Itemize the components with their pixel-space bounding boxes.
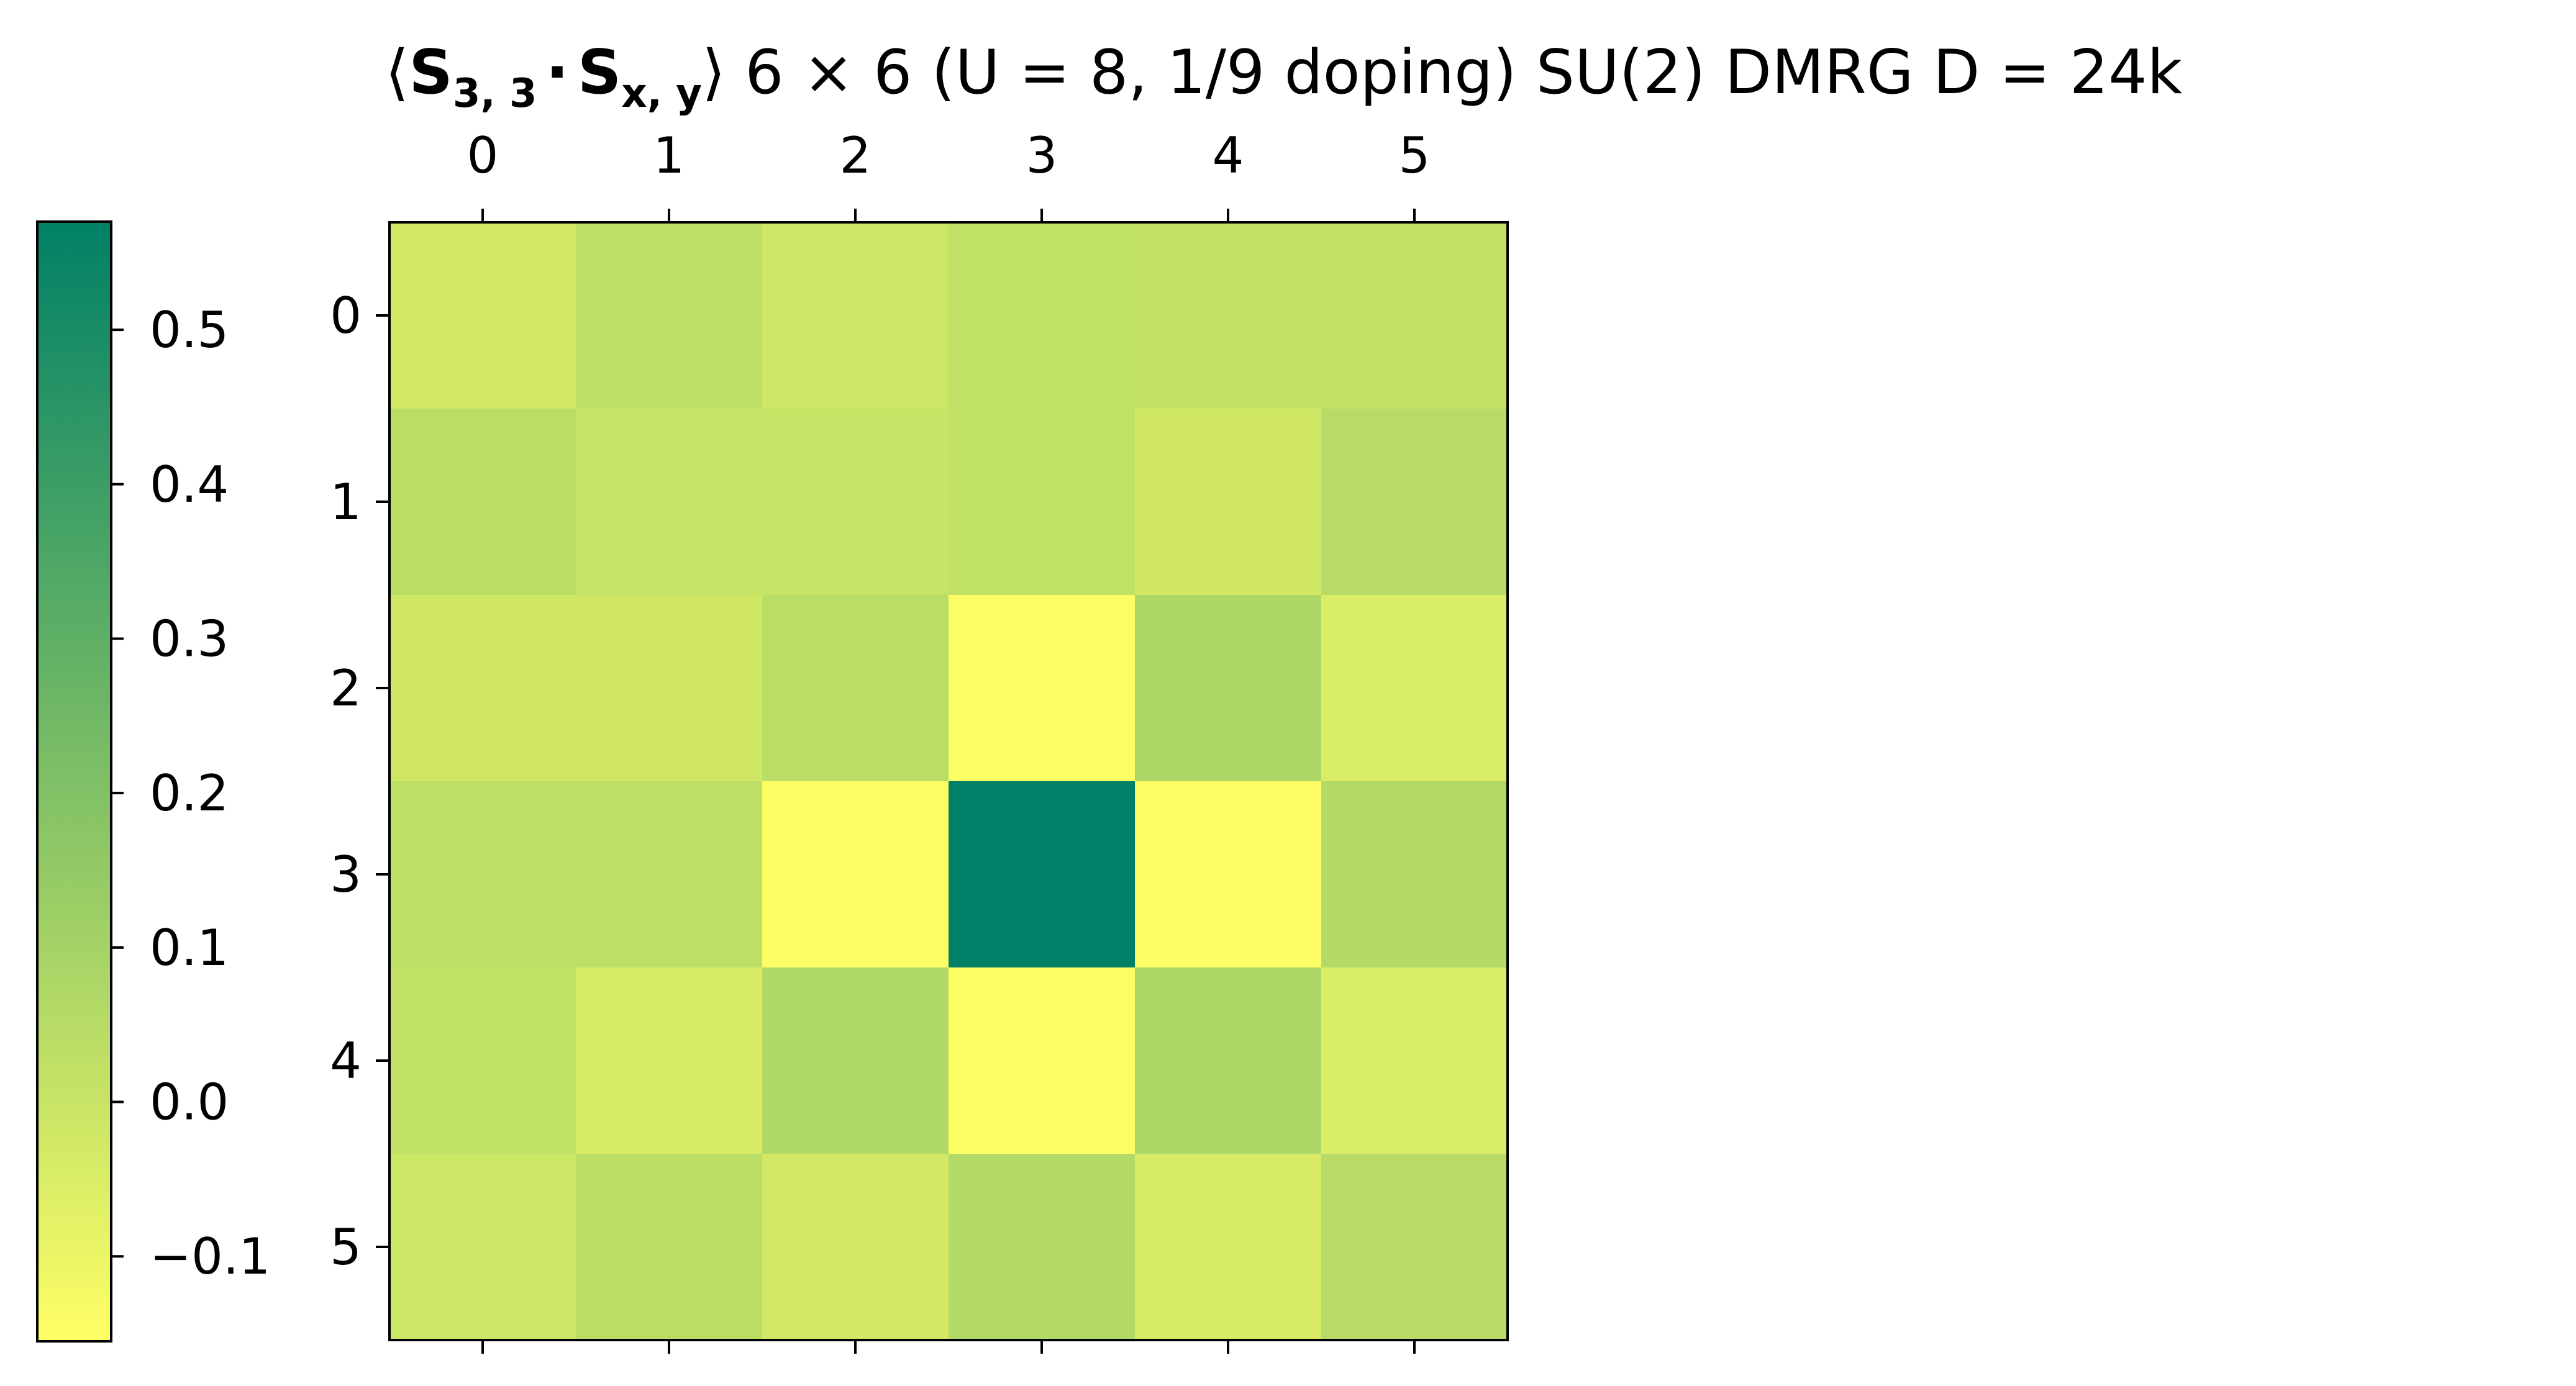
heatmap-axes: 0 1 2 3 4 5 0 1 2 3 4 5 bbox=[330, 127, 1509, 1354]
colorbar: 0.5 0.4 0.3 0.2 0.1 0.0 −0.1 bbox=[36, 220, 270, 1343]
heatmap-cell-2-0 bbox=[389, 595, 576, 782]
heatmap-cell-1-4 bbox=[1135, 409, 1322, 596]
y-tick-label-5: 5 bbox=[330, 1218, 362, 1276]
heatmap-cell-4-5 bbox=[1321, 967, 1508, 1154]
colorbar-tick-label-5: 0.0 bbox=[150, 1074, 229, 1131]
heatmap-frame bbox=[388, 221, 1509, 1341]
title-op2-sub: x, y bbox=[621, 71, 702, 117]
heatmap-cell-1-0 bbox=[389, 409, 576, 596]
colorbar-tick-label-3: 0.2 bbox=[150, 764, 229, 822]
heatmap-cell-4-1 bbox=[576, 967, 763, 1154]
chart-title: ⟨S3, 3 · Sx, y⟩ 6 × 6 (U = 8, 1/9 doping) … bbox=[385, 37, 2182, 117]
heatmap-cell-0-0 bbox=[389, 222, 576, 409]
heatmap-cell-4-0 bbox=[389, 967, 576, 1154]
heatmap-cell-2-2 bbox=[762, 595, 949, 782]
y-tick-label-2: 2 bbox=[330, 659, 362, 717]
heatmap-cell-3-5 bbox=[1321, 781, 1508, 968]
colorbar-tick-label-1: 0.4 bbox=[150, 456, 229, 514]
colorbar-tick-label-0: 0.5 bbox=[150, 301, 229, 359]
x-tick-label-5: 5 bbox=[1399, 127, 1431, 184]
x-tick-label-0: 0 bbox=[467, 127, 499, 184]
heatmap-cell-5-0 bbox=[389, 1154, 576, 1341]
heatmap-cell-2-3 bbox=[949, 595, 1136, 782]
y-tick-label-3: 3 bbox=[330, 846, 362, 904]
colorbar-tick-label-2: 0.3 bbox=[150, 610, 229, 668]
heatmap-grid bbox=[389, 222, 1508, 1341]
title-op2: S bbox=[578, 37, 622, 108]
heatmap-cell-4-4 bbox=[1135, 967, 1322, 1154]
colorbar-tick-label-4: 0.1 bbox=[150, 919, 229, 977]
x-tick-label-2: 2 bbox=[840, 127, 872, 184]
heatmap-cell-2-1 bbox=[576, 595, 763, 782]
heatmap-cell-3-2 bbox=[762, 781, 949, 968]
heatmap-cell-0-5 bbox=[1321, 222, 1508, 409]
heatmap-cell-3-0 bbox=[389, 781, 576, 968]
heatmap-cell-3-1 bbox=[576, 781, 763, 968]
heatmap-cell-1-2 bbox=[762, 409, 949, 596]
y-tick-label-0: 0 bbox=[330, 287, 362, 345]
heatmap-cell-5-5 bbox=[1321, 1154, 1508, 1341]
heatmap-cell-3-3 bbox=[949, 781, 1136, 968]
x-tick-label-1: 1 bbox=[653, 127, 685, 184]
title-op1-sub: 3, 3 bbox=[453, 71, 537, 117]
x-tick-label-3: 3 bbox=[1026, 127, 1058, 184]
heatmap-cell-0-1 bbox=[576, 222, 763, 409]
title-rest: 6 × 6 (U = 8, 1/9 doping) SU(2) DMRG D =… bbox=[726, 37, 2182, 108]
heatmap-cell-5-2 bbox=[762, 1154, 949, 1341]
heatmap-cell-1-5 bbox=[1321, 409, 1508, 596]
heatmap-cell-4-3 bbox=[949, 967, 1136, 1154]
y-tick-label-4: 4 bbox=[330, 1032, 362, 1090]
heatmap-cell-2-4 bbox=[1135, 595, 1322, 782]
heatmap-cell-4-2 bbox=[762, 967, 949, 1154]
heatmap-cell-1-1 bbox=[576, 409, 763, 596]
heatmap-cell-2-5 bbox=[1321, 595, 1508, 782]
heatmap-cell-0-2 bbox=[762, 222, 949, 409]
title-bracket-close: ⟩ bbox=[702, 37, 726, 108]
heatmap-cell-3-4 bbox=[1135, 781, 1322, 968]
y-tick-label-1: 1 bbox=[330, 473, 362, 531]
heatmap-cell-5-1 bbox=[576, 1154, 763, 1341]
heatmap-cell-5-3 bbox=[949, 1154, 1136, 1341]
heatmap-cell-0-4 bbox=[1135, 222, 1322, 409]
colorbar-gradient bbox=[36, 220, 112, 1343]
x-tick-label-4: 4 bbox=[1213, 127, 1244, 184]
title-op1: S bbox=[409, 37, 453, 108]
heatmap-cell-5-4 bbox=[1135, 1154, 1322, 1341]
colorbar-tick-label-6: −0.1 bbox=[150, 1228, 270, 1285]
heatmap-cell-1-3 bbox=[949, 409, 1136, 596]
title-bracket-open: ⟨ bbox=[385, 37, 409, 108]
heatmap-cell-0-3 bbox=[949, 222, 1136, 409]
title-dot: · bbox=[545, 37, 568, 108]
